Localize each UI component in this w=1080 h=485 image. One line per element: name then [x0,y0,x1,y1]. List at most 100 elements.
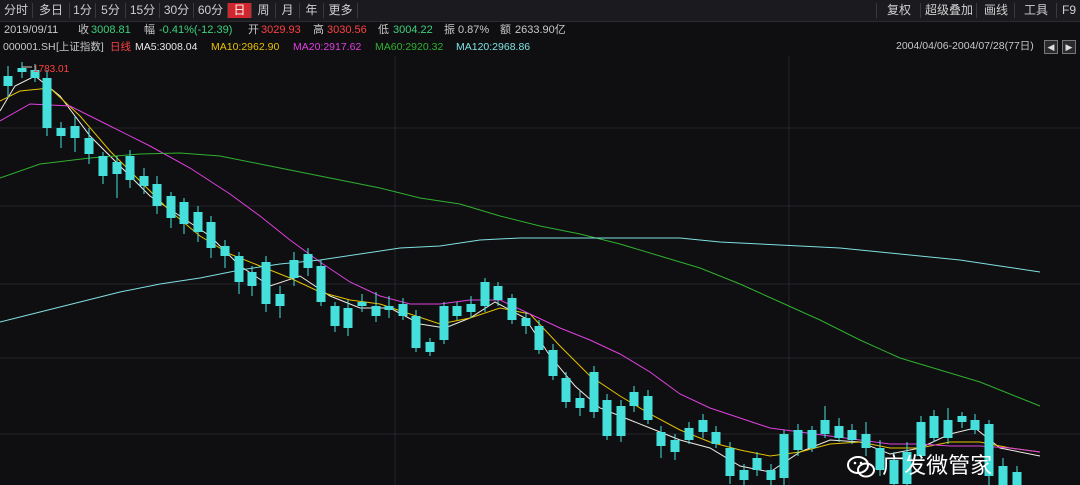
period-tab-3[interactable]: 5分 [96,3,126,18]
chart-grid [0,56,1080,485]
ma10-line [0,87,1041,457]
close-value: 3008.81 [91,24,131,36]
candle-body-38 [521,318,531,326]
tool-0[interactable]: 复权 [876,3,921,18]
period-toolbar: 分时 多日 1分 5分 15分 30分 60分日周月年更多 复权 超级叠加 画线 工具 F9 [0,0,1080,22]
candle-body-53 [725,448,735,476]
ma5-line [0,75,1041,473]
candle-body-47 [643,396,653,420]
candle-body-13 [179,202,189,224]
candle-body-32 [439,306,449,340]
candle-body-66 [902,452,912,484]
period-tab-10[interactable]: 年 [300,3,324,18]
candle-body-36 [493,286,503,300]
candle-body-62 [847,430,857,440]
candle-body-16 [220,246,230,256]
ma20-line [0,103,1041,453]
tool-1[interactable]: 超级叠加 [920,3,977,18]
ma60-legend: MA60:2920.32 [375,41,444,53]
candle-body-67 [916,422,926,456]
candle-body-23 [316,266,326,302]
candle-body-31 [425,342,435,352]
ma5-legend: MA5:3008.04 [135,41,198,53]
wechat-icon [847,456,875,478]
amplitude-value: 0.87% [458,24,490,36]
candle-body-51 [698,420,708,432]
ma120-line [0,237,1041,323]
amount-value: 2633.90亿 [515,24,566,36]
scroll-left-button[interactable]: ◀ [1044,40,1058,54]
candle-body-72 [984,424,994,476]
tool-2[interactable]: 画线 [976,3,1015,18]
candle-body-42 [575,398,585,408]
watermark: 广发微管家 [846,448,992,480]
candle-body-11 [152,184,162,206]
candle-body-37 [507,298,517,320]
tool-3[interactable]: 工具 [1014,3,1057,18]
candle-body-4 [56,128,66,136]
candle-body-12 [166,196,176,218]
candle-body-57 [779,434,789,478]
ma60-line [0,152,1041,407]
candle-body-56 [766,470,776,480]
low-label: 低 [378,24,389,36]
close-label: 收 [78,24,89,36]
index-name: [上证指数] [56,41,104,53]
high-label: 高 [313,24,324,36]
candle-body-40 [548,350,558,376]
candlestick-chart[interactable]: 1783.01 [0,56,1080,485]
candle-body-34 [466,304,476,312]
candle-body-65 [889,460,899,484]
candle-body-14 [193,212,203,232]
candle-body-61 [834,426,844,438]
candle-body-70 [957,416,967,422]
candle-body-46 [629,392,639,406]
amplitude-label: 振 [444,24,455,36]
change-label: 幅 [144,24,155,36]
candle-body-74 [1012,472,1022,485]
candle-body-48 [656,432,666,446]
candle-body-18 [247,272,257,286]
period-tab-1[interactable]: 多日 [33,3,70,18]
scroll-right-button[interactable]: ▶ [1062,40,1076,54]
period-tab-9[interactable]: 月 [276,3,300,18]
period-tab-8[interactable]: 周 [252,3,276,18]
period-tab-2[interactable]: 1分 [70,3,96,18]
candle-body-2 [30,70,40,78]
period-tab-4[interactable]: 15分 [126,3,160,18]
watermark-text: 广发微管家 [882,453,993,478]
period-tab-0[interactable]: 分时 [0,3,33,18]
open-label: 开 [248,24,259,36]
tool-4[interactable]: F9 [1056,3,1080,18]
candle-body-22 [303,254,313,268]
candle-body-5 [70,126,80,138]
candle-body-50 [684,428,694,440]
candle-body-28 [384,306,394,310]
peak-label: 1783.01 [33,64,70,75]
candle-body-7 [98,156,108,176]
candle-body-15 [206,222,216,248]
candle-body-71 [970,420,980,430]
candle-body-29 [398,304,408,316]
candle-body-64 [875,448,885,470]
candle-body-39 [534,326,544,350]
candle-body-24 [330,306,340,326]
period-tab-6[interactable]: 60分 [194,3,228,18]
candle-body-45 [616,406,626,436]
period-label: 日线 [110,41,131,53]
candle-body-58 [793,430,803,450]
period-tab-7[interactable]: 日 [228,3,252,18]
candle-body-8 [112,162,122,174]
candle-body-9 [125,156,135,180]
candle-body-55 [752,458,762,470]
low-value: 3004.22 [393,24,433,36]
period-tab-11[interactable]: 更多 [324,3,358,18]
candles [3,62,1022,485]
ma10-legend: MA10:2962.90 [211,41,280,53]
candle-body-63 [861,434,871,448]
ma-lines [0,75,1041,473]
period-tab-5[interactable]: 30分 [160,3,194,18]
candle-body-19 [261,262,271,304]
ma20-legend: MA20:2917.62 [293,41,362,53]
candle-body-25 [343,308,353,328]
